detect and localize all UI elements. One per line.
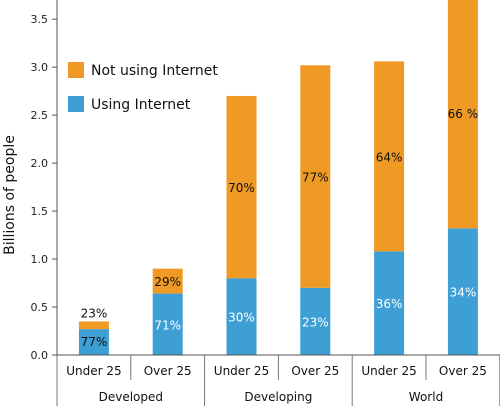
data-label-using: 36%	[376, 297, 403, 311]
x-tick-label: Under 25	[66, 364, 121, 378]
x-tick-label: Under 25	[214, 364, 269, 378]
data-label-using: 30%	[228, 311, 255, 325]
x-tick-label: Over 25	[144, 364, 192, 378]
bar-not-using-internet	[226, 95, 257, 279]
y-tick-label: 1.0	[31, 253, 49, 266]
y-tick-label: 3.0	[31, 61, 49, 74]
bars	[78, 0, 478, 355]
x-axis: Under 25 Over 25 Under 25 Over 25 Under 25 Ov…	[56, 354, 500, 406]
bar-not-using-internet	[447, 0, 478, 229]
group-label: Developing	[244, 390, 312, 404]
legend-label: Not using Internet	[91, 63, 218, 79]
data-labels: 77% 23% 71% 29% 30% 70% 23% 77% 36% 64% 34% 66 %	[81, 107, 479, 349]
legend-swatch	[68, 62, 84, 78]
y-tick-label: 1.5	[31, 205, 49, 218]
data-label-not-using: 66 %	[448, 107, 479, 121]
y-tick-label: 0.5	[31, 301, 49, 314]
y-axis-label: Billions of people	[2, 135, 18, 255]
data-label-not-using: 64%	[376, 150, 403, 164]
data-label-using: 23%	[302, 315, 329, 329]
legend: Not using Internet Using Internet	[68, 62, 218, 113]
bar-not-using-internet	[78, 321, 109, 330]
y-tick-label: 2.5	[31, 109, 49, 122]
group-label: Developed	[99, 390, 163, 404]
bar-using-internet	[152, 293, 183, 355]
y-tick-label: 2.0	[31, 157, 49, 170]
y-tick-label: 0.0	[31, 349, 49, 362]
axes: 0.0 0.5 1.0 1.5 2.0 2.5 3.0 3.5	[31, 0, 58, 362]
bar-using-internet	[374, 251, 405, 355]
data-label-using: 71%	[154, 318, 181, 332]
data-label-not-using: 77%	[302, 171, 329, 185]
legend-label: Using Internet	[91, 97, 191, 113]
x-tick-label: Over 25	[439, 364, 487, 378]
data-label-using: 77%	[81, 335, 108, 349]
x-tick-label: Over 25	[291, 364, 339, 378]
legend-swatch	[68, 96, 84, 112]
y-tick-label: 3.5	[31, 13, 49, 26]
data-label-not-using: 29%	[154, 275, 181, 289]
group-label: World	[409, 390, 443, 404]
data-label-not-using: 23%	[81, 306, 108, 320]
data-label-using: 34%	[450, 286, 477, 300]
bar-using-internet	[300, 287, 331, 355]
bar-not-using-internet	[374, 61, 405, 252]
bar-using-internet	[447, 228, 478, 355]
bar-using-internet	[226, 278, 257, 355]
bar-not-using-internet	[152, 268, 183, 294]
data-label-not-using: 70%	[228, 181, 255, 195]
bar-using-internet	[78, 329, 109, 355]
x-tick-label: Under 25	[361, 364, 416, 378]
bar-not-using-internet	[300, 65, 331, 288]
